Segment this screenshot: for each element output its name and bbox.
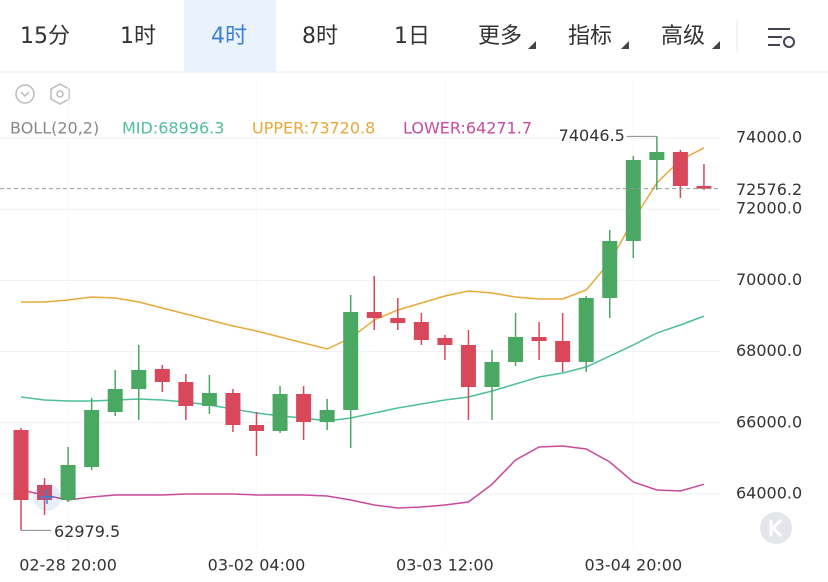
current-price-label: 72576.2 — [736, 180, 802, 199]
candle-body — [390, 317, 406, 324]
boll-line — [20, 445, 705, 509]
chart-icons[interactable] — [15, 83, 70, 105]
y-tick-label: 66000.0 — [736, 412, 802, 431]
settings-icon[interactable] — [768, 28, 795, 48]
y-tick-label: 64000.0 — [736, 484, 802, 503]
boll-line — [21, 147, 705, 350]
low-label: 62979.5 — [54, 522, 120, 541]
tab[interactable]: 指标 — [568, 24, 612, 49]
candle-body — [178, 382, 194, 406]
x-tick-label: 03-04 20:00 — [584, 556, 682, 575]
legend-entry: MID:68996.3 — [122, 119, 224, 138]
candle-body — [60, 464, 76, 501]
dropdown-arrows — [528, 41, 720, 49]
legend-entry: LOWER:64271.7 — [403, 119, 532, 138]
indicator-label: BOLL(20,2) — [10, 119, 99, 138]
candle-body — [319, 409, 335, 423]
tab[interactable]: 1日 — [394, 24, 430, 49]
cursor-marker — [33, 483, 61, 511]
x-tick-label: 03-03 12:00 — [396, 556, 494, 575]
candle-body — [484, 361, 500, 387]
tab[interactable]: 15分 — [20, 24, 70, 49]
y-tick-label: 72000.0 — [736, 199, 802, 218]
candle-body — [555, 340, 571, 362]
y-tick-label: 74000.0 — [736, 128, 802, 147]
candle-body — [366, 312, 382, 318]
tab[interactable]: 更多 — [478, 24, 522, 49]
toolbar — [0, 0, 828, 72]
candle-body — [531, 337, 547, 341]
candle-body — [201, 393, 217, 406]
candle-body — [154, 369, 170, 383]
candle-body — [625, 160, 641, 241]
candle-body — [437, 338, 453, 346]
tab[interactable]: 4时 — [211, 24, 247, 49]
candle-body — [508, 337, 524, 362]
candle-body — [272, 393, 288, 431]
candle-body — [578, 297, 594, 362]
candle-body — [649, 151, 665, 161]
legend-entry: UPPER:73720.8 — [252, 119, 375, 138]
candle-body — [296, 393, 312, 423]
candle-body — [343, 312, 359, 410]
reset-button[interactable] — [760, 512, 792, 544]
candle-body — [696, 185, 712, 189]
candle-body — [602, 240, 618, 298]
y-tick-label: 70000.0 — [736, 270, 802, 289]
x-tick-label: 02-28 20:00 — [19, 556, 117, 575]
candle-body — [460, 345, 476, 387]
candle-body — [13, 429, 29, 501]
y-tick-label: 68000.0 — [736, 341, 802, 360]
high-label: 74046.5 — [559, 126, 625, 145]
candle-body — [672, 151, 688, 186]
candle-body — [225, 393, 241, 426]
tab[interactable]: 高级 — [661, 24, 705, 49]
selected-tab-bg — [184, 0, 276, 72]
candle-body — [249, 425, 264, 431]
candle-body — [107, 389, 123, 413]
tab[interactable]: 1时 — [120, 24, 156, 49]
candle-body — [131, 370, 147, 390]
x-tick-label: 03-02 04:00 — [208, 556, 306, 575]
candle-body — [84, 409, 100, 468]
tab[interactable]: 8时 — [302, 24, 338, 49]
boll-line — [20, 315, 705, 422]
candle-body — [413, 322, 429, 340]
